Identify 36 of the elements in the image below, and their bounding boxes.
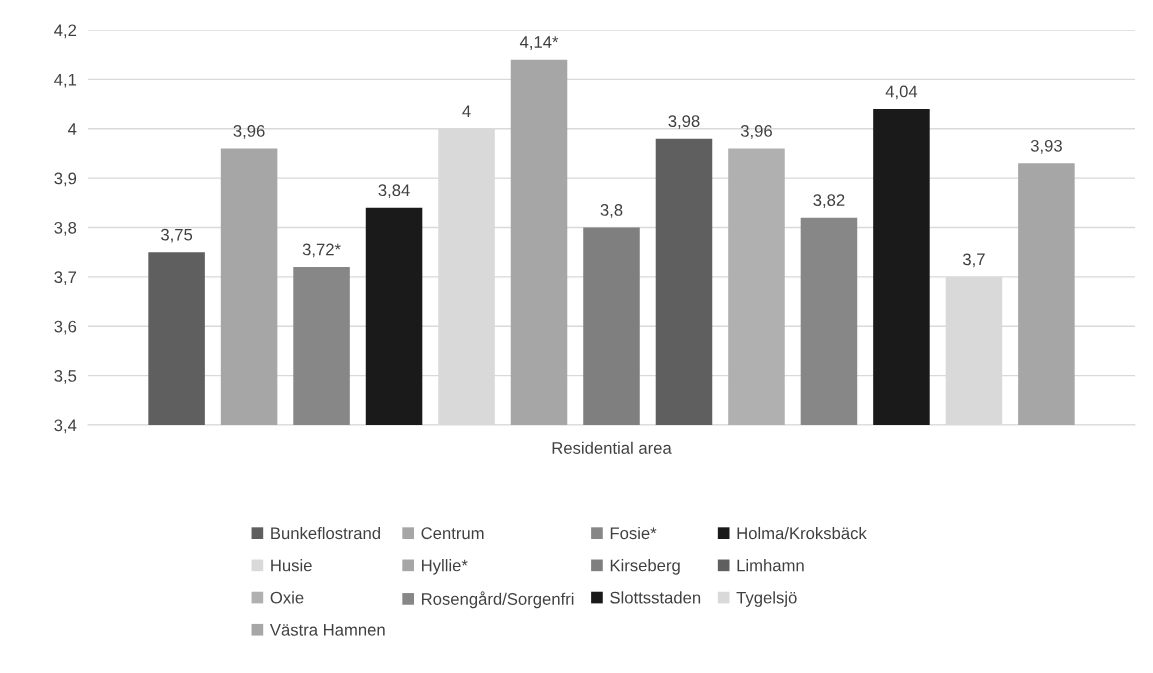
legend-label: Kirseberg bbox=[610, 559, 680, 575]
legend-label: Västra Hamnen bbox=[269, 624, 385, 636]
legend-label: Hyllie* bbox=[422, 559, 468, 575]
y-tick-label: 3,6 bbox=[54, 320, 77, 335]
data-label: 4,04 bbox=[885, 85, 918, 100]
data-label: 3,84 bbox=[378, 184, 410, 199]
legend-label: Holma/Kroksbäck bbox=[737, 526, 867, 540]
data-label: 3,7 bbox=[962, 253, 985, 268]
y-tick-label: 4,2 bbox=[54, 24, 77, 39]
data-label: 3,72* bbox=[302, 243, 341, 258]
data-label: 3,82 bbox=[813, 194, 845, 208]
legend-label: Bunkeflostrand bbox=[271, 526, 380, 540]
legend-label: Oxie bbox=[270, 591, 304, 604]
legend-label: Rosengård/Sorgenfri bbox=[422, 591, 574, 609]
y-tick-label: 3,8 bbox=[54, 221, 77, 236]
data-label: 3,96 bbox=[233, 125, 265, 139]
data-label: 3,8 bbox=[600, 204, 623, 218]
y-tick-label: 3,7 bbox=[54, 271, 77, 286]
data-label: 3,75 bbox=[161, 228, 193, 243]
y-tick-label: 4,1 bbox=[54, 73, 77, 88]
y-tick-label: 3,5 bbox=[54, 370, 77, 384]
x-tick-label: Residential area bbox=[552, 441, 672, 454]
legend-label: Tygelsjö bbox=[736, 591, 797, 607]
legend-label: Slottsstaden bbox=[610, 591, 701, 604]
data-label: 4 bbox=[462, 105, 471, 117]
y-tick-label: 3,4 bbox=[54, 419, 77, 434]
legend-label: Limhamn bbox=[737, 559, 804, 572]
data-label: 3,93 bbox=[1030, 139, 1062, 154]
data-label: 4,14* bbox=[519, 36, 559, 50]
data-label: 3,96 bbox=[740, 125, 772, 139]
legend-label: Fosie* bbox=[610, 526, 657, 540]
legend-label: Centrum bbox=[421, 527, 484, 540]
y-tick-label: 4 bbox=[68, 123, 77, 135]
legend-label: Husie bbox=[271, 559, 312, 572]
data-label: 3,98 bbox=[668, 115, 700, 129]
y-tick-label: 3,9 bbox=[54, 172, 77, 187]
